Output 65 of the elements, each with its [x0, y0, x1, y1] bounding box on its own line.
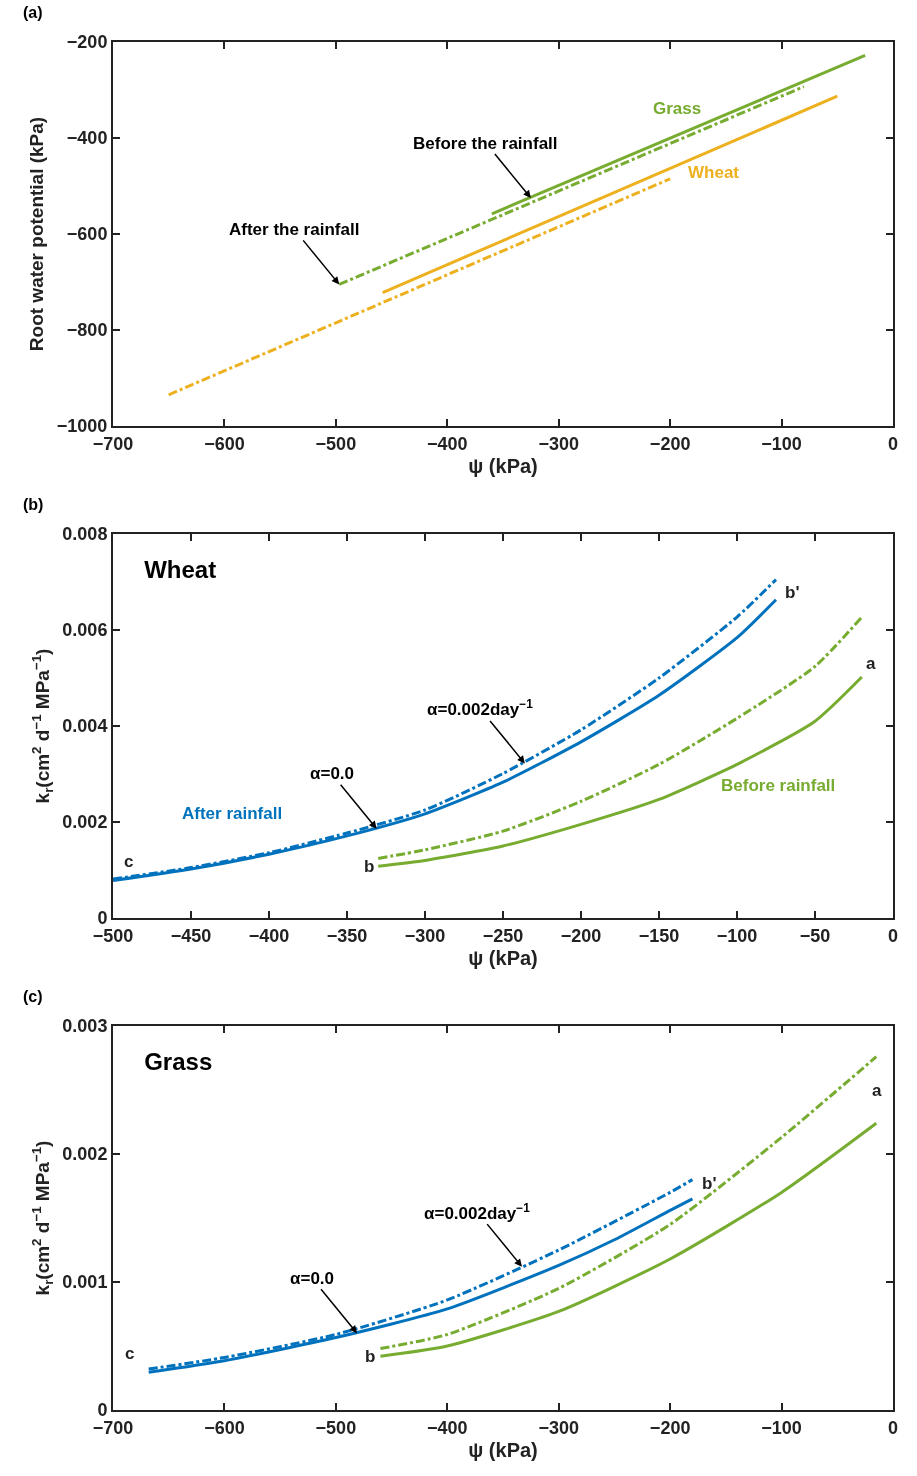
annotation: After rainfall	[182, 804, 283, 823]
text: (b)	[23, 496, 44, 513]
y-tick-label: 0.002	[62, 812, 108, 833]
x-tick-label: −600	[204, 433, 245, 454]
annotation: After the rainfall	[229, 220, 360, 239]
x-axis-title: ψ (kPa)	[468, 1438, 538, 1461]
annotation: Wheat	[688, 163, 740, 182]
x-tick-label: −300	[538, 433, 579, 454]
x-tick-label: −100	[761, 433, 802, 454]
text: Grass	[144, 1047, 213, 1075]
x-tick-label: −100	[761, 1417, 802, 1438]
x-tick-label: −400	[248, 925, 290, 946]
y-axis-title: Root water potential (kPa)	[26, 116, 48, 352]
x-tick-label: 0	[887, 433, 899, 454]
text: (a)	[23, 4, 43, 21]
text: Wheat	[144, 555, 217, 583]
annotation: α=0.002day$^{−1}$	[427, 697, 534, 720]
annotation: c	[124, 852, 134, 871]
x-tick-label: −350	[326, 925, 368, 946]
x-tick-label: −450	[170, 925, 212, 946]
line-series	[378, 1121, 878, 1358]
text: (c)	[23, 988, 43, 1005]
x-tick-label: −50	[799, 925, 831, 946]
y-tick-label: 0.003	[62, 1016, 108, 1037]
annotation: α=0.0	[310, 764, 355, 783]
annotation: a	[866, 654, 876, 673]
x-tick-label: −250	[482, 925, 524, 946]
annotation: α=0.002day$^{−1}$	[424, 1201, 531, 1224]
y-tick-label: 0.001	[62, 1272, 108, 1293]
x-tick-label: −500	[315, 433, 357, 454]
line-series	[376, 675, 864, 868]
x-tick-label: −600	[204, 1417, 245, 1438]
y-tick-label: 0.008	[62, 524, 108, 545]
x-tick-label: −200	[560, 925, 602, 946]
annotation: c	[125, 1344, 135, 1363]
x-tick-label: −300	[404, 925, 446, 946]
annotation: α=0.0	[290, 1269, 335, 1288]
x-tick-label: 0	[887, 925, 899, 946]
x-axis-title: ψ (kPa)	[468, 946, 538, 969]
y-tick-label: 0.002	[62, 1144, 108, 1165]
x-axis-title: ψ (kPa)	[468, 454, 538, 477]
x-tick-label: −400	[427, 1417, 468, 1438]
x-tick-label: −400	[427, 433, 468, 454]
annotation: b'	[785, 583, 800, 602]
x-tick-label: −200	[649, 1417, 691, 1438]
annotation: Before rainfall	[721, 776, 836, 795]
y-tick-label: 0.006	[62, 620, 108, 641]
y-tick-label: −600	[66, 224, 108, 245]
x-tick-label: 0	[887, 1417, 899, 1438]
x-tick-label: −100	[716, 925, 758, 946]
y-tick-label: 0.004	[62, 716, 108, 737]
annotation: b	[365, 1347, 376, 1366]
x-tick-label: −150	[638, 925, 680, 946]
x-tick-label: −500	[315, 1417, 357, 1438]
annotation: b'	[702, 1174, 717, 1193]
y-tick-label: −800	[66, 320, 108, 341]
x-tick-label: −200	[649, 433, 691, 454]
annotation: b	[364, 857, 375, 876]
y-tick-label: −200	[66, 32, 108, 53]
x-tick-label: −300	[538, 1417, 579, 1438]
y-tick-label: −400	[66, 128, 108, 149]
annotation: a	[872, 1081, 882, 1100]
annotation: Grass	[653, 99, 702, 118]
line-series	[376, 615, 864, 860]
annotation: Before the rainfall	[413, 134, 558, 153]
